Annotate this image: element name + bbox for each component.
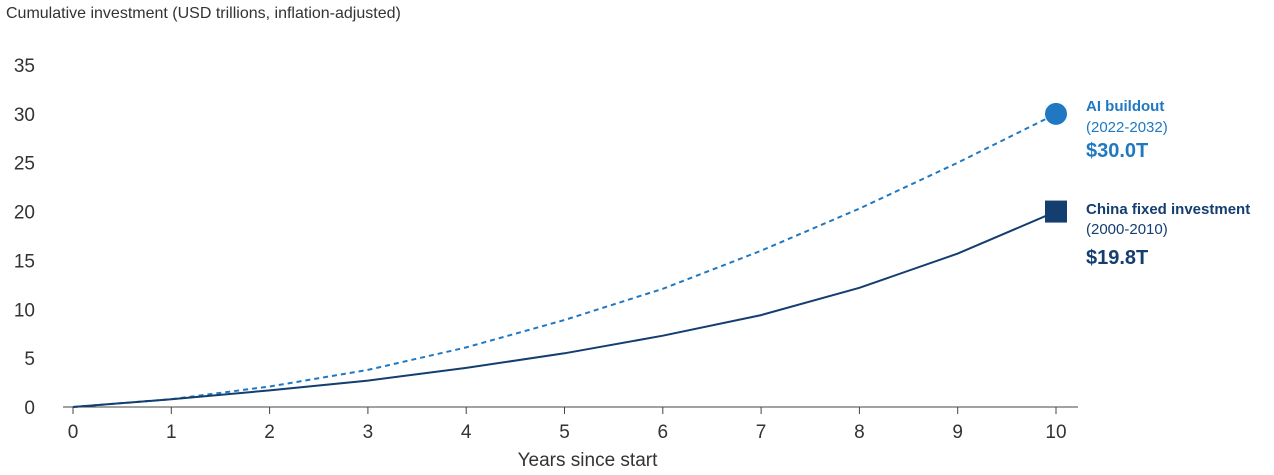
y-tick-label: 30 bbox=[14, 105, 35, 126]
ai-buildout-line bbox=[72, 113, 1057, 408]
x-axis-title: Years since start bbox=[518, 450, 658, 471]
y-tick-label: 35 bbox=[14, 56, 35, 77]
x-tick-label: 1 bbox=[166, 422, 177, 443]
china-investment-line bbox=[72, 210, 1057, 408]
series-annotations: AI buildout (2022-2032) $30.0T China fix… bbox=[1086, 98, 1250, 269]
x-tick-label: 10 bbox=[1045, 422, 1066, 443]
y-tick-label: 25 bbox=[14, 154, 35, 175]
china-series-period: (2000-2010) bbox=[1086, 221, 1168, 238]
ai-buildout-end-marker bbox=[1045, 102, 1067, 125]
x-tick-label: 9 bbox=[952, 422, 963, 443]
y-axis-title: Cumulative investment (USD trillions, in… bbox=[6, 5, 401, 22]
x-tick-label: 7 bbox=[756, 422, 767, 443]
y-tick-labels: 0 5 10 15 20 25 30 35 bbox=[14, 56, 35, 419]
series-end-markers bbox=[1045, 102, 1067, 223]
ai-series-name: AI buildout bbox=[1086, 98, 1164, 115]
x-tick-label: 6 bbox=[658, 422, 669, 443]
china-series-total: $19.8T bbox=[1086, 247, 1148, 269]
y-tick-label: 15 bbox=[14, 251, 35, 272]
x-tick-label: 8 bbox=[854, 422, 865, 443]
x-tick-label: 0 bbox=[68, 422, 79, 443]
y-tick-label: 10 bbox=[14, 300, 35, 321]
x-tick-marks: 0 1 2 3 4 5 6 7 8 9 10 bbox=[68, 407, 1067, 443]
y-tick-label: 5 bbox=[24, 349, 35, 370]
x-tick-label: 2 bbox=[264, 422, 275, 443]
china-investment-end-marker bbox=[1045, 200, 1067, 223]
x-tick-label: 5 bbox=[559, 422, 570, 443]
y-tick-label: 0 bbox=[24, 398, 35, 419]
x-tick-label: 3 bbox=[363, 422, 374, 443]
ai-series-total: $30.0T bbox=[1086, 140, 1148, 162]
ai-series-period: (2022-2032) bbox=[1086, 119, 1168, 136]
series-lines bbox=[72, 113, 1057, 408]
china-series-name: China fixed investment bbox=[1086, 201, 1250, 218]
x-tick-label: 4 bbox=[461, 422, 472, 443]
y-tick-label: 20 bbox=[14, 203, 35, 224]
